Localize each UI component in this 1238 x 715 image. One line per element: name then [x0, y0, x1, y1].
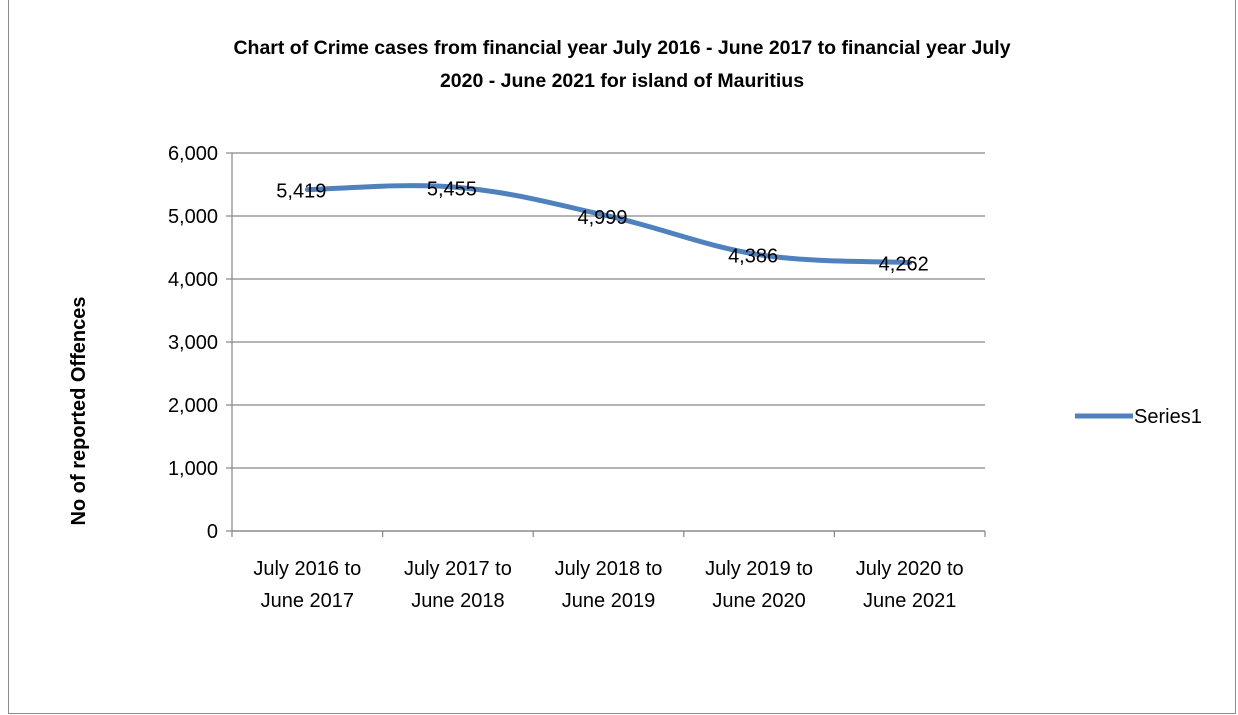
y-axis-tick-labels: 0 1,000 2,000 3,000 4,000 5,000 6,000: [168, 143, 218, 543]
data-labels: 5,419 5,455 4,999 4,386 4,262: [276, 178, 928, 275]
data-label: 4,262: [879, 253, 929, 275]
chart-title-line-2: 2020 - June 2021 for island of Mauritius: [440, 70, 804, 92]
x-tick-label: June 2021: [863, 590, 956, 612]
x-axis: July 2016 to June 2017 July 2017 to June 20…: [231, 153, 986, 612]
y-tick-label: 1,000: [168, 458, 218, 480]
y-tick-label: 6,000: [168, 143, 218, 165]
y-tick-label: 2,000: [168, 395, 218, 417]
data-label: 4,999: [577, 207, 627, 229]
x-tick-label: July 2016 to: [253, 558, 361, 580]
y-tick-label: 3,000: [168, 332, 218, 354]
y-tick-label: 4,000: [168, 269, 218, 291]
data-label: 5,455: [427, 178, 477, 200]
x-tick-label: June 2017: [261, 590, 354, 612]
x-tick-label: June 2019: [562, 590, 655, 612]
x-tick-label: June 2020: [712, 590, 805, 612]
y-axis-label: No of reported Offences: [68, 297, 90, 526]
legend: Series1: [1075, 406, 1202, 428]
chart-frame: [8, 0, 1236, 714]
legend-label: Series1: [1134, 406, 1202, 428]
x-tick-label: July 2020 to: [856, 558, 964, 580]
x-tick-label: July 2019 to: [705, 558, 813, 580]
data-label: 5,419: [276, 181, 326, 203]
y-tick-label: 5,000: [168, 206, 218, 228]
x-tick-label: July 2018 to: [555, 558, 663, 580]
y-tick-label: 0: [207, 521, 218, 543]
series-lines: [304, 183, 913, 265]
chart-title: Chart of Crime cases from financial year…: [233, 37, 1010, 92]
data-label: 4,386: [728, 246, 778, 268]
chart-title-line-1: Chart of Crime cases from financial year…: [233, 37, 1010, 59]
x-tick-label: June 2018: [411, 590, 504, 612]
x-tick-label: July 2017 to: [404, 558, 512, 580]
